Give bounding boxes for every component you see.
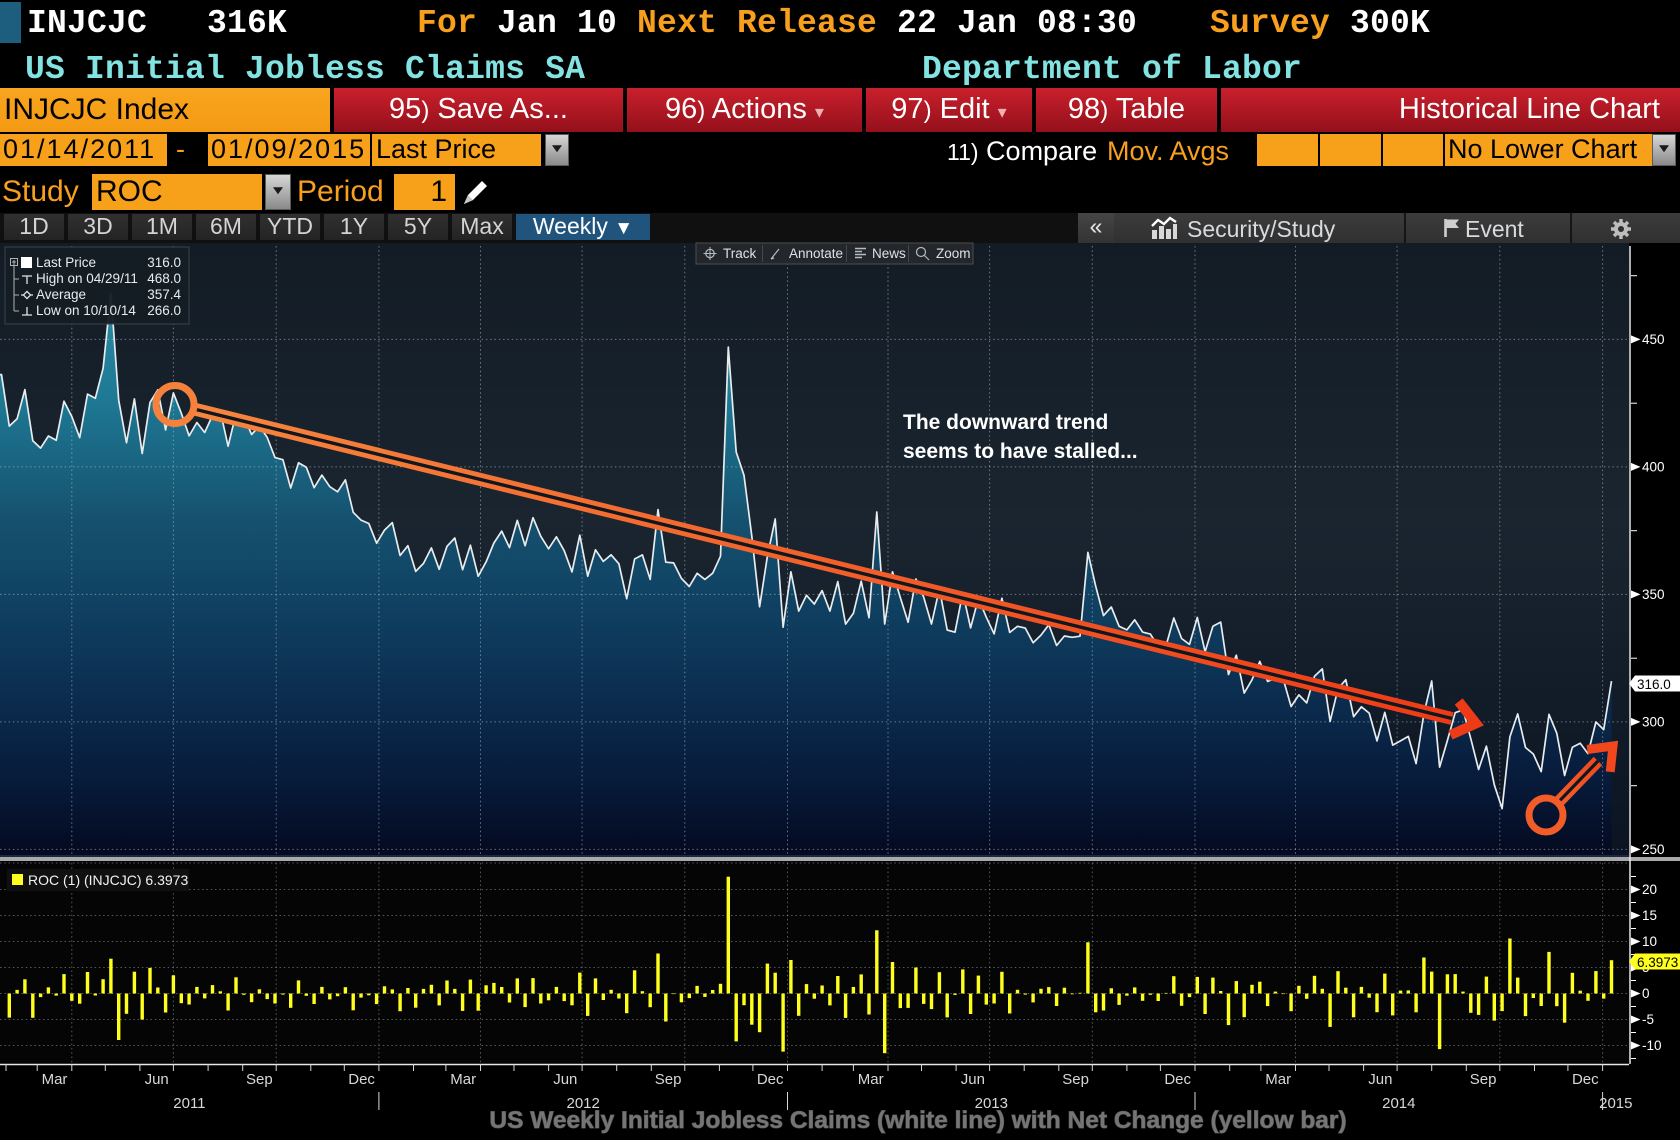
svg-text:2014: 2014 <box>1382 1095 1415 1112</box>
svg-text:Jun: Jun <box>145 1071 169 1088</box>
svg-text:Dec: Dec <box>757 1071 784 1088</box>
svg-text:400: 400 <box>1642 459 1665 474</box>
svg-text:The downward trend: The downward trend <box>903 411 1108 434</box>
svg-text:Sep: Sep <box>1470 1071 1497 1088</box>
svg-text:316.0: 316.0 <box>147 255 181 270</box>
svg-text:2011: 2011 <box>173 1095 205 1112</box>
svg-text:357.4: 357.4 <box>147 287 181 302</box>
svg-text:US Weekly Initial Jobless Clai: US Weekly Initial Jobless Claims (white … <box>489 1107 1346 1134</box>
svg-text:Low on 10/10/14: Low on 10/10/14 <box>36 303 136 318</box>
svg-text:Jun: Jun <box>553 1071 577 1088</box>
svg-text:468.0: 468.0 <box>147 271 181 286</box>
svg-text:-5: -5 <box>1642 1012 1654 1027</box>
svg-text:Dec: Dec <box>1572 1071 1599 1088</box>
svg-text:Mar: Mar <box>858 1071 884 1088</box>
svg-text:2013: 2013 <box>975 1095 1008 1112</box>
svg-text:Sep: Sep <box>1062 1071 1089 1088</box>
svg-text:-10: -10 <box>1642 1038 1662 1053</box>
svg-text:250: 250 <box>1642 842 1665 857</box>
svg-text:2015: 2015 <box>1599 1095 1632 1112</box>
svg-text:316.0: 316.0 <box>1637 677 1671 692</box>
svg-text:Jun: Jun <box>1368 1071 1392 1088</box>
svg-text:Zoom: Zoom <box>936 246 971 261</box>
svg-text:Mar: Mar <box>1265 1071 1291 1088</box>
svg-text:2012: 2012 <box>567 1095 600 1112</box>
svg-text:6.3973: 6.3973 <box>1637 955 1678 970</box>
svg-text:ROC (1) (INJCJC) 6.3973: ROC (1) (INJCJC) 6.3973 <box>28 872 188 888</box>
svg-text:Jun: Jun <box>961 1071 985 1088</box>
svg-text:High on 04/29/11: High on 04/29/11 <box>36 271 138 286</box>
svg-text:Mar: Mar <box>450 1071 476 1088</box>
svg-text:Sep: Sep <box>246 1071 273 1088</box>
svg-text:Track: Track <box>723 246 756 261</box>
svg-text:Last Price: Last Price <box>36 255 96 270</box>
svg-text:266.0: 266.0 <box>147 303 181 318</box>
svg-text:20: 20 <box>1642 882 1657 897</box>
svg-text:Mar: Mar <box>42 1071 68 1088</box>
svg-text:seems to have stalled...: seems to have stalled... <box>903 440 1138 463</box>
svg-text:Average: Average <box>36 287 86 302</box>
svg-text:News: News <box>872 246 906 261</box>
svg-text:Annotate: Annotate <box>789 246 843 261</box>
svg-text:Dec: Dec <box>348 1071 375 1088</box>
svg-text:Sep: Sep <box>655 1071 682 1088</box>
svg-text:Dec: Dec <box>1164 1071 1191 1088</box>
svg-text:10: 10 <box>1642 934 1657 949</box>
svg-text:300: 300 <box>1642 714 1665 729</box>
svg-text:350: 350 <box>1642 587 1665 602</box>
svg-text:15: 15 <box>1642 908 1657 923</box>
svg-text:450: 450 <box>1642 332 1665 347</box>
svg-text:0: 0 <box>1642 986 1650 1001</box>
